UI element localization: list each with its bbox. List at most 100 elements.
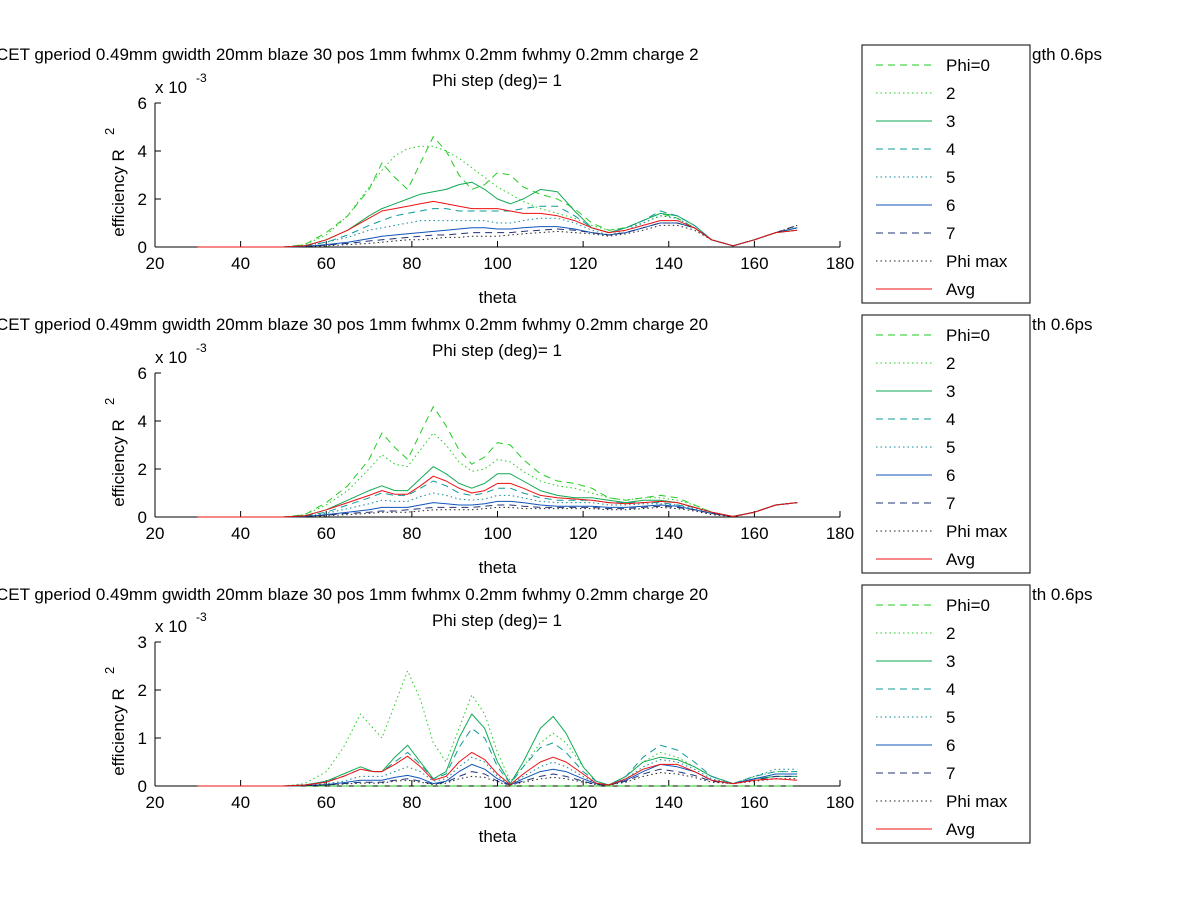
- x-tick-label: 20: [146, 793, 165, 812]
- legend-label: Phi max: [946, 522, 1008, 541]
- axis-exponent-power: -3: [196, 610, 207, 624]
- legend-label: 3: [946, 652, 955, 671]
- axis-exponent: x 10: [155, 348, 187, 367]
- y-axis-label-group: efficiency R 2: [102, 398, 128, 507]
- legend-label: 6: [946, 196, 955, 215]
- y-tick-label: 2: [138, 190, 147, 209]
- x-tick-label: 60: [317, 524, 336, 543]
- chart-subtitle: Phi step (deg)= 1: [432, 341, 562, 360]
- x-tick-label: 140: [655, 254, 683, 273]
- series-line-2: [197, 432, 798, 518]
- x-tick-label: 40: [231, 254, 250, 273]
- x-tick-label: 20: [146, 524, 165, 543]
- y-tick-label: 2: [138, 460, 147, 479]
- y-tick-label: 0: [138, 238, 147, 257]
- chart-subtitle: Phi step (deg)= 1: [432, 611, 562, 630]
- x-tick-label: 120: [569, 254, 597, 273]
- x-tick-label: 40: [231, 524, 250, 543]
- chart-panel-2: CET gperiod 0.49mm gwidth 20mm blaze 30 …: [0, 314, 1093, 577]
- series-line-avg: [197, 200, 798, 248]
- chart-title: CET gperiod 0.49mm gwidth 20mm blaze 30 …: [0, 45, 699, 64]
- y-axis-label: efficiency R: [109, 688, 128, 776]
- x-axis-label: theta: [479, 827, 517, 846]
- legend-label: 6: [946, 466, 955, 485]
- legend-label: Phi=0: [946, 326, 990, 345]
- legend-label: Avg: [946, 820, 975, 839]
- series-line-avg: [197, 475, 798, 518]
- x-tick-label: 40: [231, 793, 250, 812]
- y-tick-label: 4: [138, 412, 147, 431]
- y-axis-label: efficiency R: [109, 149, 128, 237]
- series-line-phi-0: [197, 406, 798, 518]
- y-tick-label: 0: [138, 508, 147, 527]
- y-tick-label: 4: [138, 142, 147, 161]
- legend-label: Phi=0: [946, 56, 990, 75]
- x-tick-label: 80: [402, 793, 421, 812]
- x-tick-label: 20: [146, 254, 165, 273]
- y-axis-label-group: efficiency R 2: [102, 667, 128, 776]
- series-line-2: [197, 670, 798, 787]
- x-tick-label: 160: [740, 254, 768, 273]
- chart-panel-1: CET gperiod 0.49mm gwidth 20mm blaze 30 …: [0, 44, 1102, 307]
- axis-exponent-power: -3: [196, 71, 207, 85]
- legend-label: 3: [946, 112, 955, 131]
- x-tick-label: 160: [740, 793, 768, 812]
- series-line-7: [197, 222, 798, 248]
- chart-title: CET gperiod 0.49mm gwidth 20mm blaze 30 …: [0, 585, 708, 604]
- legend-label: 2: [946, 354, 955, 373]
- chart-panel-3: CET gperiod 0.49mm gwidth 20mm blaze 30 …: [0, 584, 1093, 846]
- axis-exponent: x 10: [155, 617, 187, 636]
- series-line-phi-0: [197, 136, 798, 248]
- legend-box: [861, 584, 1031, 844]
- x-tick-label: 120: [569, 793, 597, 812]
- legend-label: 5: [946, 438, 955, 457]
- legend-label: 4: [946, 680, 955, 699]
- legend-label: 7: [946, 224, 955, 243]
- legend-box: [861, 44, 1031, 304]
- legend-label: 6: [946, 736, 955, 755]
- series-line-phi-max: [197, 502, 798, 518]
- legend-label: 2: [946, 84, 955, 103]
- y-tick-label: 3: [138, 633, 147, 652]
- series-line-5: [197, 215, 798, 248]
- axis-exponent-power: -3: [196, 341, 207, 355]
- legend-label: 3: [946, 382, 955, 401]
- y-axis-label: efficiency R: [109, 419, 128, 507]
- chart-subtitle: Phi step (deg)= 1: [432, 71, 562, 90]
- y-axis-label-power: 2: [102, 398, 117, 405]
- y-axis-label-group: efficiency R 2: [102, 128, 128, 237]
- series-line-4: [197, 480, 798, 518]
- x-tick-label: 120: [569, 524, 597, 543]
- x-tick-label: 80: [402, 254, 421, 273]
- axis-exponent: x 10: [155, 78, 187, 97]
- x-axis-label: theta: [479, 558, 517, 577]
- legend-box: [861, 314, 1031, 574]
- legend: Phi=0 2 3 4 5 6 7 Phi max Avg: [861, 314, 1031, 574]
- legend-label: 7: [946, 764, 955, 783]
- legend-label: 4: [946, 410, 955, 429]
- chart-title-tail: gth 0.6ps: [1032, 45, 1102, 64]
- x-tick-label: 60: [317, 793, 336, 812]
- legend: Phi=0 2 3 4 5 6 7 Phi max Avg: [861, 44, 1031, 304]
- y-tick-label: 6: [138, 94, 147, 113]
- series-line-3: [197, 181, 798, 248]
- series-line-7: [197, 502, 798, 518]
- y-tick-label: 0: [138, 777, 147, 796]
- series-line-avg: [197, 751, 798, 787]
- y-axis-label-power: 2: [102, 667, 117, 674]
- series-line-phi-max: [197, 224, 798, 248]
- x-axis-label: theta: [479, 288, 517, 307]
- x-tick-label: 80: [402, 524, 421, 543]
- legend: Phi=0 2 3 4 5 6 7 Phi max Avg: [861, 584, 1031, 844]
- legend-label: 4: [946, 140, 955, 159]
- legend-label: Phi max: [946, 792, 1008, 811]
- x-tick-label: 180: [826, 254, 854, 273]
- y-tick-label: 2: [138, 681, 147, 700]
- legend-label: Phi max: [946, 252, 1008, 271]
- y-tick-label: 6: [138, 364, 147, 383]
- x-tick-label: 60: [317, 254, 336, 273]
- x-tick-label: 140: [655, 793, 683, 812]
- x-tick-label: 180: [826, 793, 854, 812]
- series-line-6: [197, 500, 798, 518]
